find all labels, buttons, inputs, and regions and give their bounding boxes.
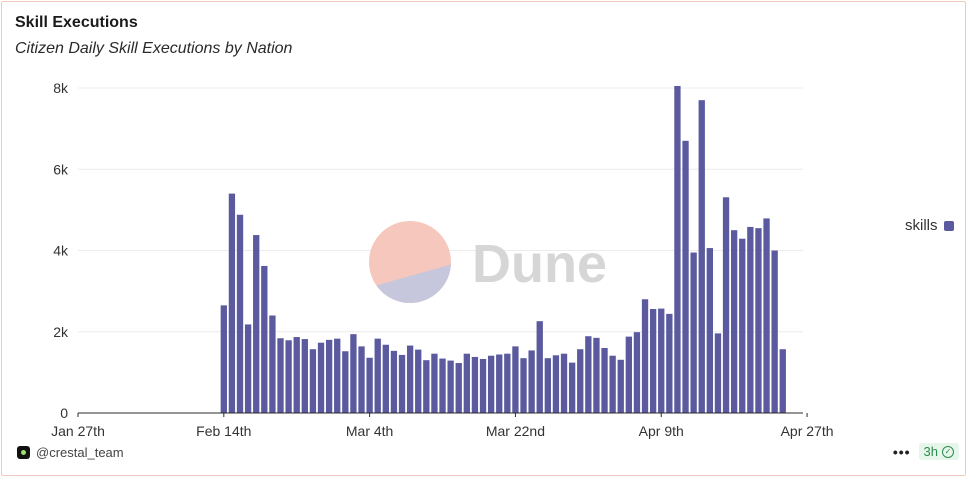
bar (293, 337, 300, 413)
bar (350, 334, 357, 413)
bar (309, 349, 317, 413)
bar (253, 235, 260, 413)
bar (431, 353, 438, 413)
refresh-status-badge[interactable]: 3h ✓ (918, 443, 959, 460)
bar (544, 358, 551, 413)
legend-swatch-skills (943, 220, 954, 231)
bar (301, 339, 308, 413)
bar (512, 346, 519, 413)
bar (471, 356, 479, 413)
bar (439, 358, 446, 413)
bar (479, 358, 487, 413)
bar (536, 321, 543, 413)
bar (771, 250, 778, 413)
more-options-icon[interactable]: ••• (892, 443, 911, 460)
bar (779, 349, 786, 413)
bar (504, 353, 511, 413)
x-tick-label: Mar 22nd (486, 423, 545, 439)
x-tick-label: Mar 4th (346, 423, 393, 439)
bar (261, 265, 268, 413)
bar (593, 337, 600, 413)
bar (277, 338, 284, 413)
bar (382, 344, 389, 413)
y-tick-label: 8k (53, 80, 69, 96)
bar (220, 305, 227, 413)
bar (334, 338, 341, 413)
x-tick-label: Apr 27th (781, 423, 834, 439)
watermark-logo-bottom (369, 264, 451, 303)
bar (406, 345, 414, 413)
bar (722, 197, 730, 413)
chart-title: Skill Executions (15, 14, 138, 31)
y-tick-label: 0 (60, 405, 68, 421)
bar (560, 353, 568, 413)
bar (358, 346, 365, 413)
bar (285, 340, 292, 413)
y-tick-label: 2k (53, 324, 69, 340)
check-circle-icon: ✓ (942, 445, 954, 458)
bar (325, 339, 333, 413)
bar (398, 354, 406, 413)
bar (236, 214, 244, 413)
bar (342, 351, 349, 413)
bar (633, 332, 641, 413)
refresh-time: 3h (923, 444, 938, 459)
bar (552, 355, 560, 413)
footer-actions: ••• 3h ✓ (893, 443, 959, 460)
bar (666, 313, 673, 413)
bar (577, 349, 584, 413)
y-tick-label: 6k (53, 161, 69, 177)
bar (423, 360, 430, 413)
bar (763, 218, 770, 413)
bar (317, 342, 325, 413)
author-attribution[interactable]: @crestal_team (17, 445, 124, 460)
bar (455, 363, 462, 413)
bar (617, 359, 624, 413)
bar (739, 238, 746, 413)
bar (674, 85, 681, 413)
x-tick-label: Feb 14th (196, 423, 251, 439)
bar (690, 252, 697, 413)
bar (496, 354, 503, 413)
author-handle: @crestal_team (36, 445, 124, 460)
bar (528, 350, 535, 413)
bar (415, 349, 422, 413)
legend[interactable]: skills (905, 217, 954, 234)
bar (714, 333, 722, 413)
bar (609, 355, 616, 413)
bar (463, 353, 470, 413)
bar (244, 324, 252, 413)
bar (390, 350, 398, 413)
bar (747, 226, 754, 413)
bar (730, 230, 738, 413)
bar (366, 357, 373, 413)
watermark-text: Dune (472, 234, 607, 294)
x-tick-label: Jan 27th (51, 423, 105, 439)
bar (658, 308, 665, 413)
bar (447, 360, 454, 413)
x-tick-label: Apr 9th (639, 423, 684, 439)
bar (374, 338, 381, 413)
bar (228, 193, 236, 413)
bar (698, 100, 705, 413)
bar (520, 358, 527, 413)
legend-label-skills: skills (905, 217, 938, 234)
bar (585, 336, 592, 413)
bar (568, 362, 576, 413)
bar (625, 336, 632, 413)
bar (601, 348, 608, 413)
team-logo-icon (17, 446, 30, 459)
bar (487, 355, 495, 413)
bar (269, 315, 276, 413)
bar (706, 248, 714, 413)
bar (649, 309, 657, 413)
bar (682, 140, 689, 413)
bar (641, 299, 649, 413)
y-tick-label: 4k (53, 243, 69, 259)
bar (755, 228, 762, 413)
chart-subtitle: Citizen Daily Skill Executions by Nation (15, 40, 293, 57)
